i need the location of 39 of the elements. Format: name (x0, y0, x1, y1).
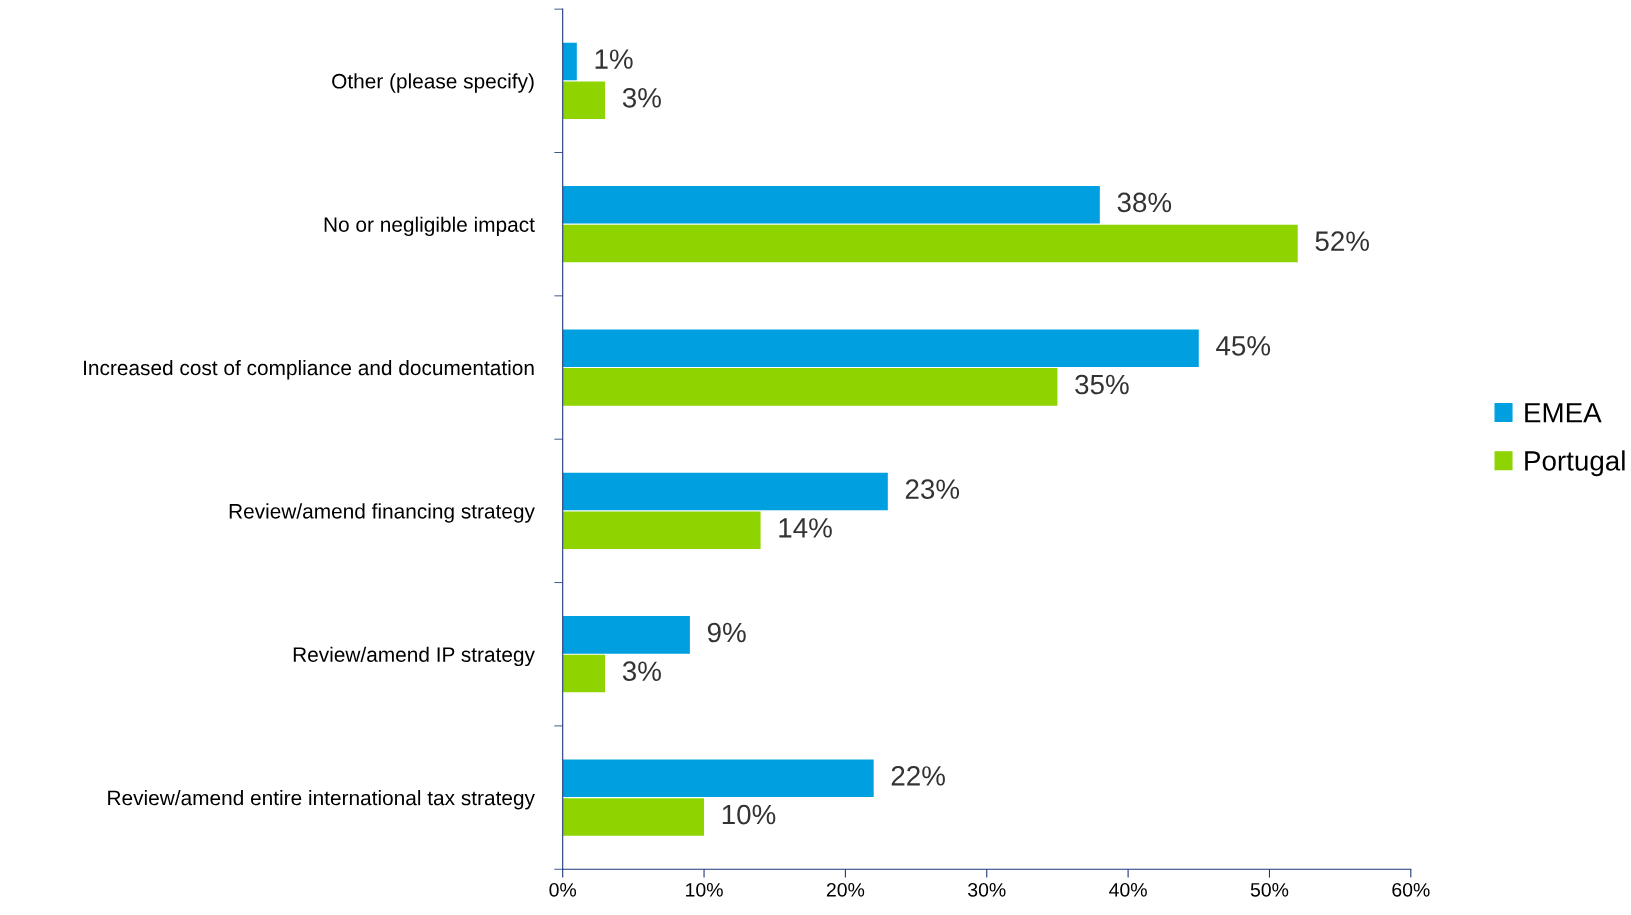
x-tick-label: 50% (1250, 882, 1289, 897)
data-label: 45% (1216, 336, 1271, 356)
data-label: 9% (707, 622, 746, 643)
bar (562, 654, 606, 693)
data-label: 22% (891, 766, 945, 786)
y-tick-label: No or negligible impact (324, 216, 535, 237)
bar (562, 511, 761, 549)
y-tick-label: Other (please specify) (332, 73, 534, 93)
data-label: 3% (622, 661, 661, 682)
y-tick-label: Increased cost of compliance and documentation (84, 359, 534, 380)
x-tick-label: 30% (968, 882, 1006, 897)
bar (562, 224, 1298, 263)
x-tick-label: 0% (549, 882, 577, 897)
data-label: 23% (905, 479, 960, 499)
bar (562, 81, 606, 119)
x-tick-label: 10% (686, 882, 723, 897)
data-label: 52% (1315, 231, 1370, 251)
legend-label: EMEA (1525, 403, 1602, 423)
y-tick-label: Review/amend financing strategy (229, 503, 535, 523)
data-label: 3% (622, 87, 661, 108)
data-label: 14% (779, 518, 832, 538)
legend-label: Portugal (1525, 450, 1625, 477)
bar (562, 798, 705, 836)
bar (562, 472, 888, 511)
bar (562, 616, 690, 654)
y-tick-label: Review/amend IP strategy (293, 646, 535, 667)
x-tick-label: 60% (1392, 882, 1430, 897)
data-label: 38% (1117, 192, 1172, 213)
x-tick-label: 40% (1109, 882, 1147, 897)
bar (562, 759, 874, 797)
y-tick-label: Review/amend entire international tax strategy (108, 790, 535, 810)
bar (562, 368, 1058, 406)
bar (562, 42, 577, 81)
x-tick-label: 20% (826, 882, 865, 897)
bar (562, 186, 1100, 224)
bar (562, 329, 1199, 367)
data-label: 10% (722, 804, 776, 825)
data-label: 1% (595, 49, 633, 69)
data-label: 35% (1075, 374, 1129, 395)
